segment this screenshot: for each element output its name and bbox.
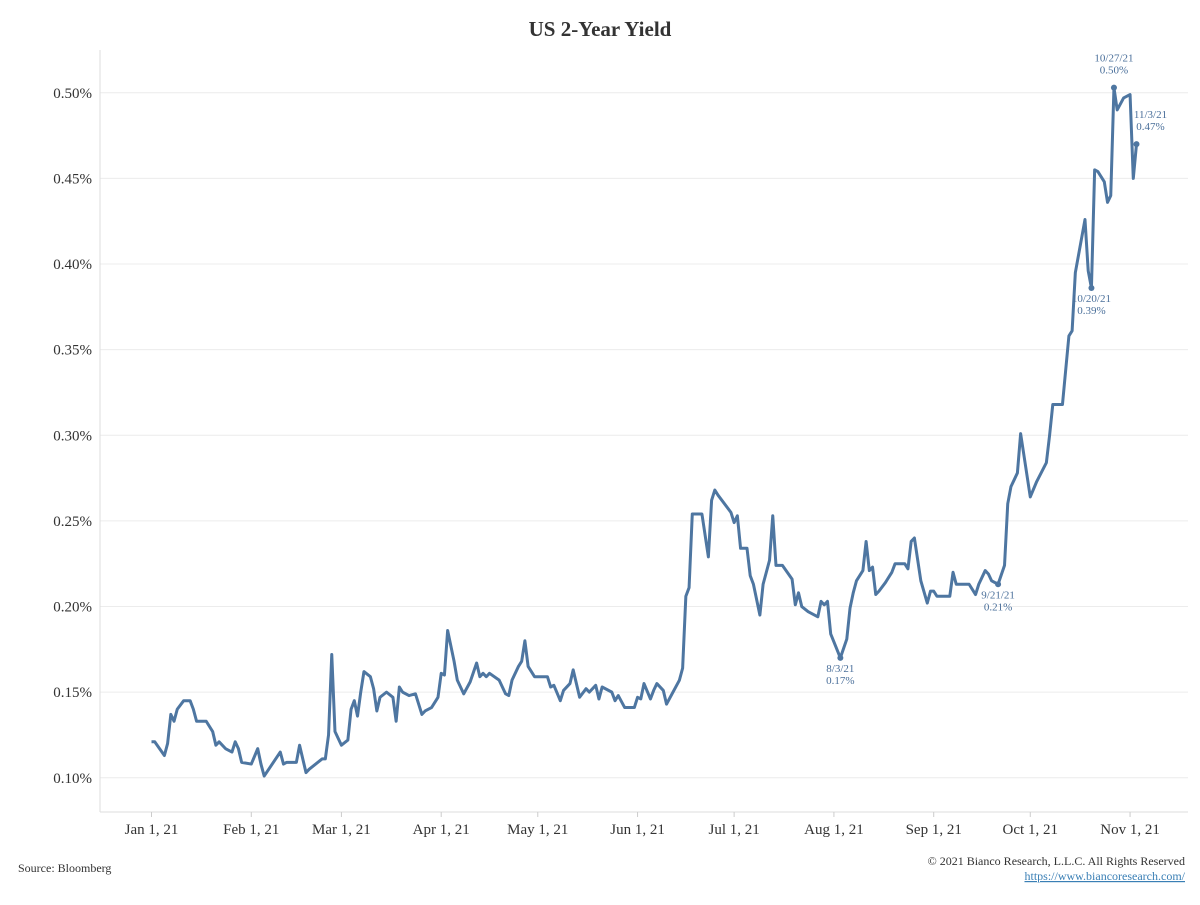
- y-tick-label: 0.50%: [53, 86, 92, 102]
- x-tick-label: Mar 1, 21: [312, 822, 371, 838]
- y-tick-label: 0.15%: [53, 685, 92, 701]
- x-tick-label: Oct 1, 21: [1003, 822, 1058, 838]
- annotation-date: 11/3/21: [1134, 109, 1167, 121]
- x-tick-label: Aug 1, 21: [804, 822, 864, 838]
- x-tick-label: Feb 1, 21: [223, 822, 279, 838]
- y-tick-label: 0.30%: [53, 428, 92, 444]
- annotation-dot: [1110, 84, 1117, 91]
- y-tick-label: 0.25%: [53, 514, 92, 530]
- y-tick-label: 0.20%: [53, 600, 92, 616]
- x-tick-label: Apr 1, 21: [413, 822, 470, 838]
- annotation-value: 0.17%: [826, 675, 854, 687]
- annotation-date: 8/3/21: [826, 663, 854, 675]
- annotation-value: 0.47%: [1136, 121, 1164, 133]
- annotation-value: 0.39%: [1077, 305, 1105, 317]
- annotation-dot: [837, 654, 844, 661]
- y-tick-label: 0.10%: [53, 771, 92, 787]
- x-tick-label: Nov 1, 21: [1100, 822, 1160, 838]
- yield-line: [151, 86, 1138, 778]
- annotation-value: 0.50%: [1100, 65, 1128, 77]
- annotation-dot: [995, 581, 1002, 588]
- x-tick-label: Jan 1, 21: [125, 822, 179, 838]
- x-tick-label: Sep 1, 21: [906, 822, 962, 838]
- annotation-date: 9/21/21: [981, 589, 1015, 601]
- chart-title: US 2-Year Yield: [529, 17, 672, 41]
- annotation-dot: [1133, 141, 1140, 148]
- source-note: Source: Bloomberg: [18, 861, 111, 875]
- y-tick-label: 0.35%: [53, 343, 92, 359]
- y-tick-label: 0.40%: [53, 257, 92, 273]
- y-tick-label: 0.45%: [53, 171, 92, 187]
- annotation-dot: [1088, 285, 1095, 292]
- annotation-date: 10/20/21: [1072, 293, 1111, 305]
- x-tick-label: Jun 1, 21: [610, 822, 665, 838]
- annotation-date: 10/27/21: [1094, 53, 1133, 65]
- x-tick-label: Jul 1, 21: [708, 822, 759, 838]
- website-link[interactable]: https://www.biancoresearch.com/: [1024, 869, 1185, 883]
- copyright-note: © 2021 Bianco Research, L.L.C. All Right…: [928, 854, 1185, 868]
- x-tick-label: May 1, 21: [507, 822, 568, 838]
- annotation-value: 0.21%: [984, 601, 1012, 613]
